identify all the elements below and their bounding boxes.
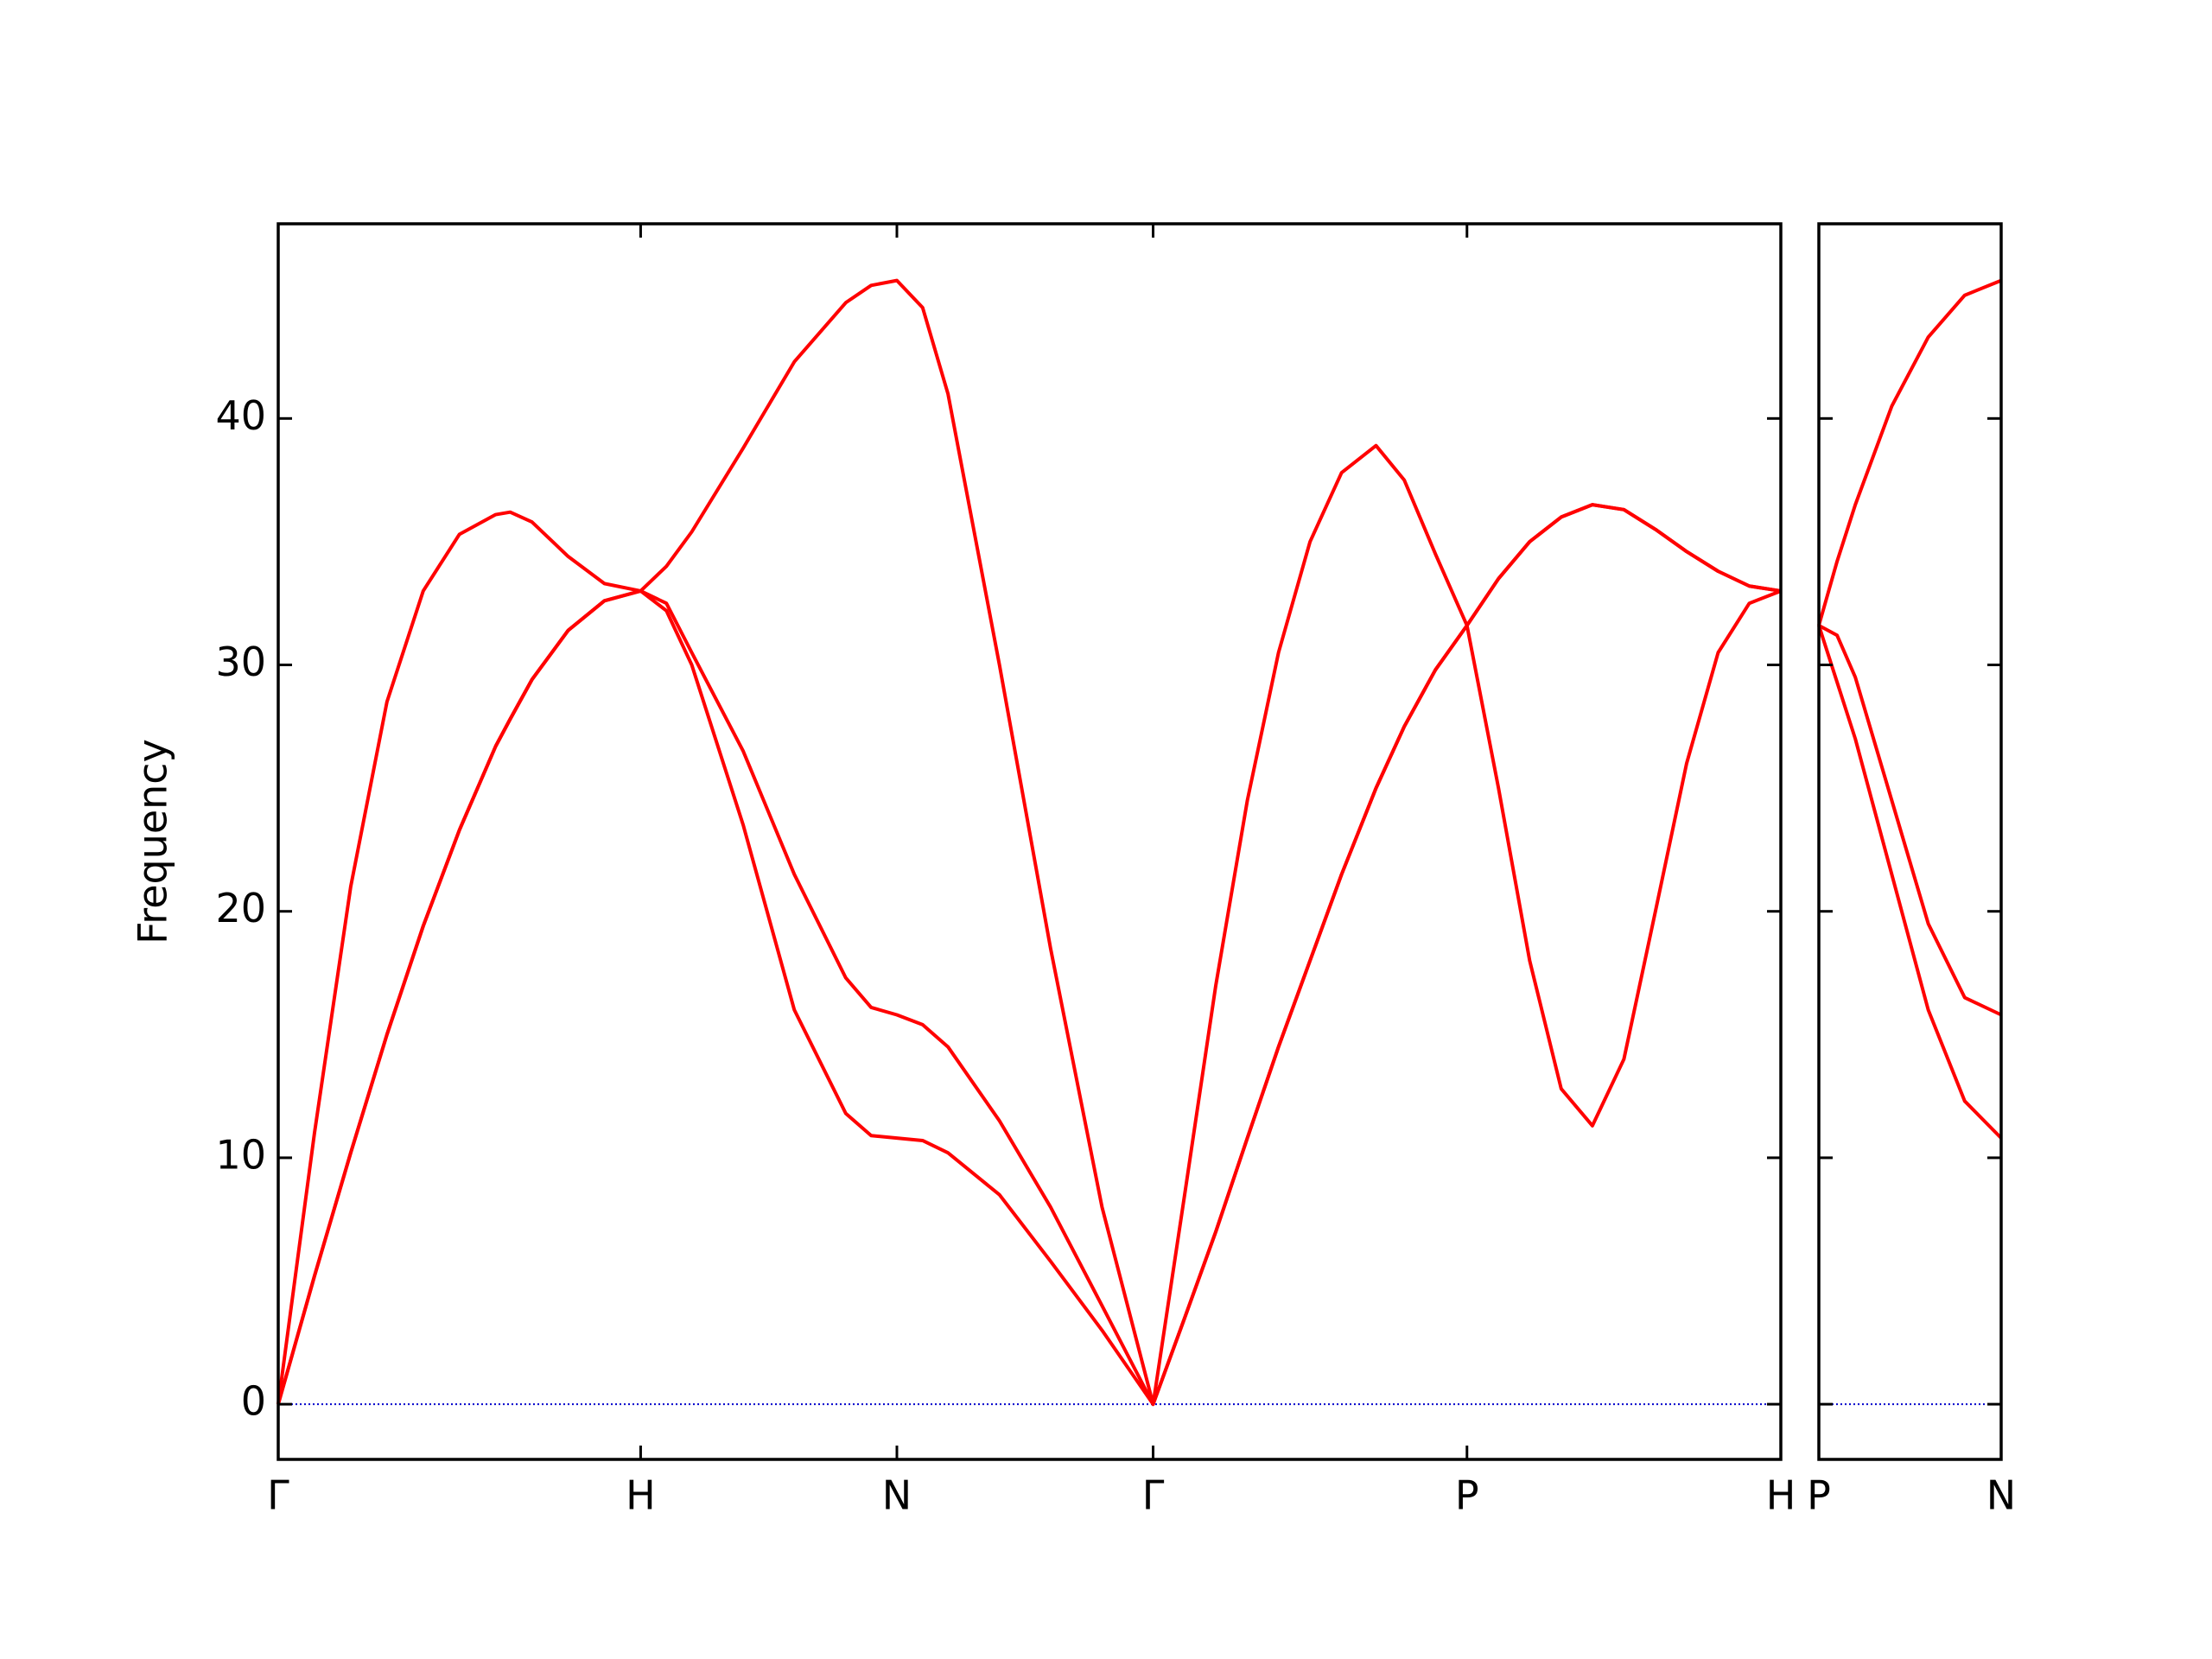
y-axis-label: Frequency bbox=[130, 739, 176, 944]
x-tick-label: P bbox=[1807, 1472, 1831, 1519]
x-tick-label: N bbox=[1986, 1472, 2016, 1519]
plot-frame bbox=[276, 222, 1783, 1461]
band-line bbox=[276, 588, 1782, 1407]
y-tick-label: 10 bbox=[215, 1131, 266, 1178]
x-tick-label: H bbox=[1766, 1472, 1796, 1519]
x-tick-label: P bbox=[1455, 1472, 1479, 1519]
band-line bbox=[1817, 625, 2003, 1140]
y-tick-label: 30 bbox=[215, 639, 266, 685]
band-line bbox=[276, 503, 1782, 1407]
y-tick-label: 0 bbox=[241, 1378, 266, 1425]
band-line bbox=[1817, 278, 2002, 626]
y-tick-label: 20 bbox=[215, 885, 266, 931]
x-tick-label: Γ bbox=[1142, 1472, 1165, 1519]
x-tick-label: Γ bbox=[267, 1472, 289, 1519]
band-line bbox=[1818, 624, 2002, 1017]
plot-frame bbox=[1817, 222, 2003, 1461]
y-tick-label: 40 bbox=[215, 392, 266, 439]
x-tick-label: H bbox=[626, 1472, 656, 1519]
x-tick-label: N bbox=[882, 1472, 912, 1519]
